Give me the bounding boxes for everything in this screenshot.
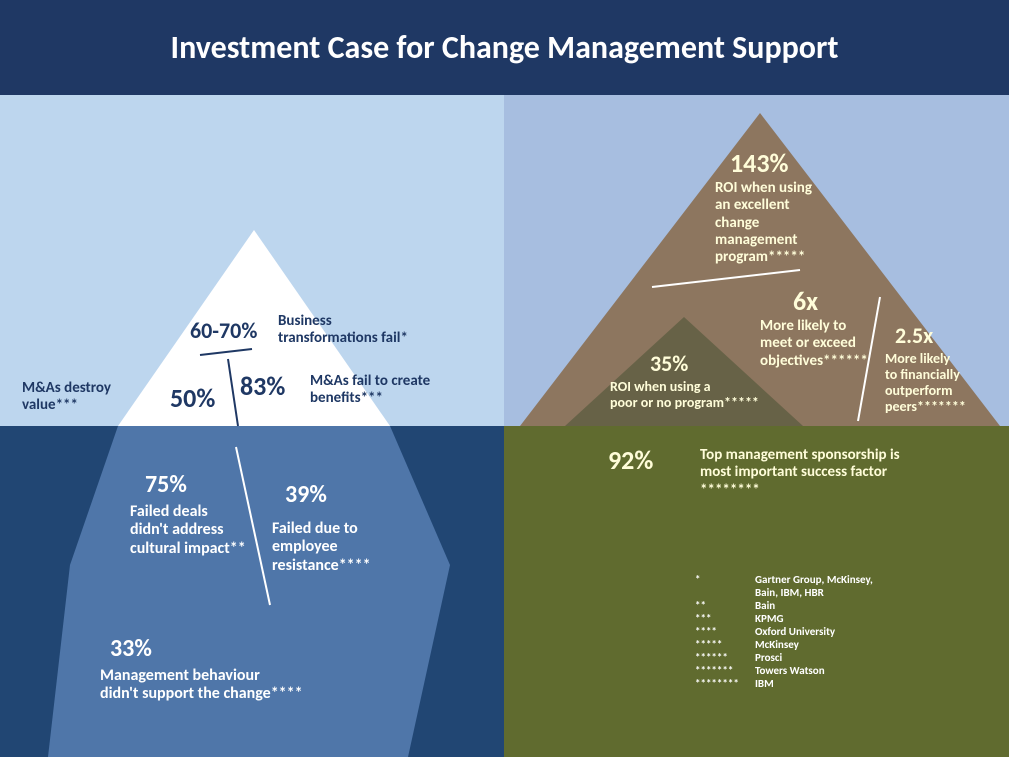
stat-roi-excellent-value: 143%	[730, 150, 789, 176]
source-text: Gartner Group, McKinsey, Bain, IBM, HBR	[755, 573, 873, 599]
stat-6x-value: 6x	[793, 288, 818, 314]
source-row: **** Oxford University	[695, 625, 873, 638]
source-stars: *	[695, 573, 743, 599]
stat-biz-fail-label: Business transformations fail*	[278, 313, 408, 348]
infographic-body: 60-70% Business transformations fail* 50…	[0, 95, 1009, 757]
stat-2-5x-label: More likely to financially outperform pe…	[885, 351, 966, 415]
stat-2-5x-value: 2.5x	[895, 325, 933, 347]
source-row: ****** Prosci	[695, 651, 873, 664]
source-text: KPMG	[755, 612, 784, 625]
source-stars: ***	[695, 612, 743, 625]
stat-roi-poor-label: ROI when using a poor or no program*****	[610, 379, 759, 411]
stat-6x-label: More likely to meet or exceed objectives…	[760, 318, 868, 370]
source-text: Towers Watson	[755, 664, 825, 677]
header-bar: Investment Case for Change Management Su…	[0, 0, 1009, 95]
iceberg-bottom	[48, 426, 450, 757]
source-stars: *******	[695, 664, 743, 677]
stat-ma-nobenefit-value: 83%	[240, 373, 285, 399]
sources-list: * Gartner Group, McKinsey, Bain, IBM, HBR…	[695, 573, 873, 690]
source-row: ***** McKinsey	[695, 638, 873, 651]
source-text: Bain	[755, 599, 775, 612]
stat-sponsorship-label: Top management sponsorship is most impor…	[700, 447, 900, 499]
stat-sponsorship-value: 92%	[608, 447, 653, 473]
stat-biz-fail-value: 60-70%	[190, 320, 257, 342]
stat-mgmt-behaviour-value: 33%	[110, 637, 152, 661]
stat-mgmt-behaviour-label: Management behaviour didn't support the …	[100, 667, 303, 704]
source-stars: ****	[695, 625, 743, 638]
source-stars: *****	[695, 638, 743, 651]
stat-cultural-label: Failed deals didn't address cultural imp…	[130, 503, 246, 558]
source-stars: ********	[695, 677, 743, 690]
stat-roi-poor-value: 35%	[650, 353, 688, 375]
source-text: Prosci	[755, 651, 782, 664]
source-text: IBM	[755, 677, 774, 690]
stat-ma-destroy-value: 50%	[170, 385, 215, 411]
stat-employee-label: Failed due to employee resistance****	[272, 520, 371, 575]
source-text: Oxford University	[755, 625, 835, 638]
stat-cultural-value: 75%	[145, 473, 187, 497]
source-row: ******** IBM	[695, 677, 873, 690]
stat-ma-destroy-label: M&As destroy value***	[22, 380, 111, 415]
stat-roi-excellent-label: ROI when using an excellent change manag…	[715, 180, 812, 266]
source-row: * Gartner Group, McKinsey, Bain, IBM, HBR	[695, 573, 873, 599]
source-row: *** KPMG	[695, 612, 873, 625]
source-text: McKinsey	[755, 638, 799, 651]
source-stars: **	[695, 599, 743, 612]
source-row: ** Bain	[695, 599, 873, 612]
stat-employee-value: 39%	[285, 483, 327, 507]
source-row: ******* Towers Watson	[695, 664, 873, 677]
source-stars: ******	[695, 651, 743, 664]
stat-ma-nobenefit-label: M&As fail to create benefits***	[310, 373, 430, 408]
page-title: Investment Case for Change Management Su…	[171, 28, 839, 67]
